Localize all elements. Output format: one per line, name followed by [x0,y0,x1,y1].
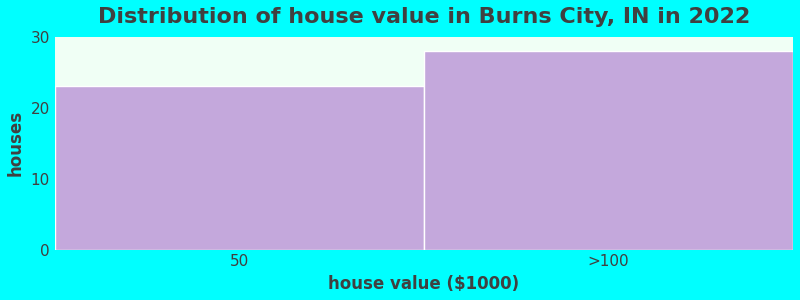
Bar [54,86,424,250]
Bar [424,51,793,250]
Y-axis label: houses: houses [7,110,25,176]
Title: Distribution of house value in Burns City, IN in 2022: Distribution of house value in Burns Cit… [98,7,750,27]
X-axis label: house value ($1000): house value ($1000) [328,275,519,293]
